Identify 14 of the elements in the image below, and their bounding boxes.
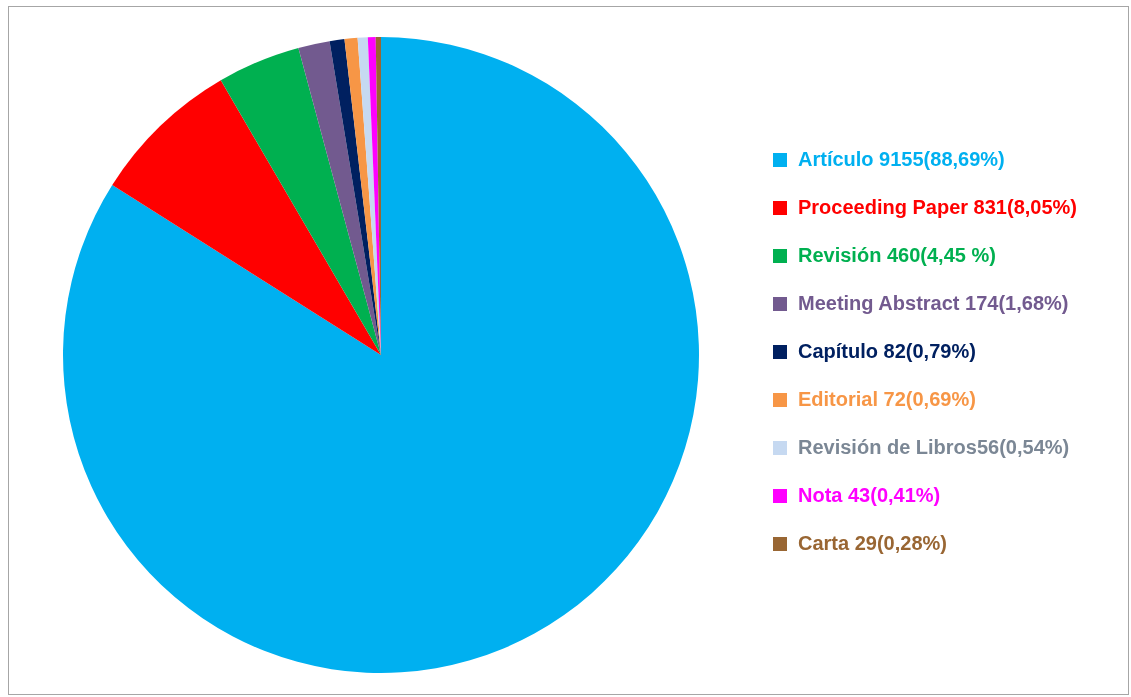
pie-slice (220, 47, 381, 355)
pie-slice (63, 37, 699, 673)
legend-label: Nota 43(0,41%) (798, 484, 941, 506)
legend-label: Revisión de Libros56(0,54%) (798, 436, 1070, 458)
pie-slice (329, 39, 381, 355)
legend-label: Carta 29(0,28%) (798, 532, 947, 554)
legend-label: Revisión 460(4,45 %) (798, 244, 996, 266)
legend-label: Meeting Abstract 174(1,68%) (798, 292, 1069, 314)
legend-label: Proceeding Paper 831(8,05%) (798, 196, 1078, 218)
legend-label: Artículo 9155(88,69%) (798, 148, 1005, 170)
legend-label: Editorial 72(0,69%) (798, 388, 976, 410)
legend-label: Capítulo 82(0,79%) (798, 340, 976, 362)
pie-slice (298, 41, 381, 355)
pie-slice (112, 80, 381, 355)
